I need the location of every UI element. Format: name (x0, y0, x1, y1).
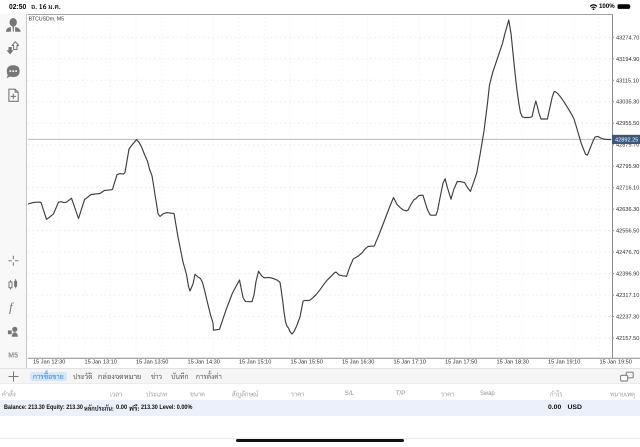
svg-text:BTCUSDm, M5: BTCUSDm, M5 (29, 17, 65, 23)
svg-text:15 Jan 15:10: 15 Jan 15:10 (239, 360, 271, 366)
svg-text:f: f (9, 300, 15, 315)
svg-text:42795.90: 42795.90 (616, 164, 639, 170)
svg-text:42237.30: 42237.30 (616, 315, 639, 321)
svg-text:43035.30: 43035.30 (616, 100, 639, 106)
svg-text:15 Jan 17:10: 15 Jan 17:10 (394, 360, 426, 366)
svg-text:15 Jan 18:30: 15 Jan 18:30 (497, 360, 529, 366)
svg-text:42892.25: 42892.25 (615, 138, 638, 144)
svg-text:43274.70: 43274.70 (616, 35, 639, 41)
svg-text:42476.70: 42476.70 (616, 250, 639, 256)
svg-text:43115.10: 43115.10 (616, 78, 639, 84)
svg-text:15 Jan 19:50: 15 Jan 19:50 (600, 360, 632, 366)
svg-text:15 Jan 16:30: 15 Jan 16:30 (342, 360, 374, 366)
svg-text:43194.90: 43194.90 (616, 57, 639, 63)
svg-text:M5: M5 (8, 352, 18, 359)
svg-text:42317.10: 42317.10 (616, 293, 639, 299)
svg-text:42716.10: 42716.10 (616, 186, 639, 192)
svg-text:42556.50: 42556.50 (616, 229, 639, 235)
svg-text:15 Jan 12:30: 15 Jan 12:30 (33, 360, 65, 366)
svg-text:42157.50: 42157.50 (616, 336, 639, 342)
svg-text:15 Jan 14:30: 15 Jan 14:30 (188, 360, 220, 366)
svg-text:15 Jan 19:10: 15 Jan 19:10 (548, 360, 580, 366)
svg-text:15 Jan 15:50: 15 Jan 15:50 (291, 360, 323, 366)
svg-text:42875.70: 42875.70 (616, 143, 639, 149)
svg-text:42396.90: 42396.90 (616, 272, 639, 278)
svg-text:42636.30: 42636.30 (616, 207, 639, 213)
svg-text:15 Jan 13:50: 15 Jan 13:50 (136, 360, 168, 366)
svg-text:42955.50: 42955.50 (616, 121, 639, 127)
svg-text:15 Jan 13:10: 15 Jan 13:10 (85, 360, 117, 366)
svg-text:15 Jan 17:50: 15 Jan 17:50 (445, 360, 477, 366)
